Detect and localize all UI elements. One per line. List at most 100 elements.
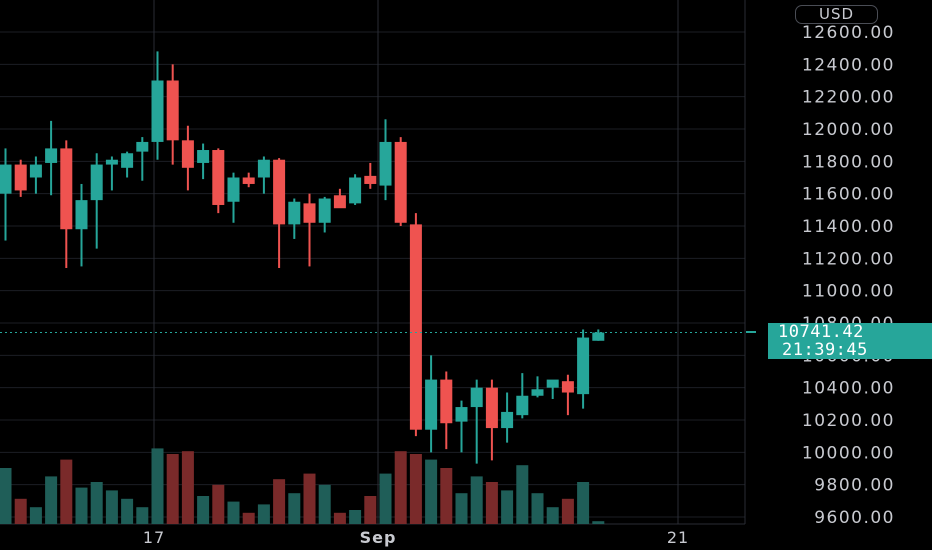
candle-body [349, 177, 362, 204]
candle-body [470, 387, 483, 408]
volume-bar [45, 476, 58, 524]
candle-body [257, 159, 270, 178]
volume-bar [90, 482, 103, 524]
last-price-marker [746, 331, 756, 333]
volume-bar [394, 451, 407, 524]
candle-body [14, 164, 27, 191]
volume-bar [592, 521, 605, 524]
price-tick-label: 9600.00 [814, 508, 895, 528]
volume-bar [364, 496, 377, 524]
volume-bar [455, 493, 468, 524]
volume-bar [0, 468, 12, 524]
volume-bar [29, 507, 42, 524]
volume-bar [303, 473, 316, 524]
volume-bar [485, 482, 498, 524]
price-tick-label: 10400.00 [802, 379, 895, 399]
price-tick-label: 11000.00 [802, 282, 895, 302]
candle-body [394, 141, 407, 223]
candle-body [485, 387, 498, 429]
candle-body [318, 198, 331, 223]
volume-bars [0, 448, 605, 524]
grid-lines [0, 0, 746, 525]
candles [0, 51, 605, 464]
volume-bar [273, 479, 286, 524]
candle-body [409, 224, 422, 430]
volume-bar [288, 493, 301, 524]
price-axis[interactable]: 12600.00 12400.00 12200.00 12000.00 11800.00… [802, 23, 895, 528]
volume-bar [318, 484, 331, 524]
bar-countdown-label: 21:39:45 [768, 341, 932, 359]
volume-bar [242, 512, 255, 524]
price-tick-label: 10200.00 [802, 411, 895, 431]
price-tick-label: 11400.00 [802, 217, 895, 237]
candle-body [364, 175, 377, 184]
candle-body [121, 153, 134, 168]
currency-selector[interactable]: USD [795, 5, 878, 24]
candle-body [75, 200, 88, 230]
candle-body [288, 201, 301, 225]
volume-bar [181, 451, 194, 524]
volume-bar [577, 482, 590, 524]
volume-bar [151, 448, 164, 524]
candle-body [60, 148, 73, 230]
time-tick-label: 17 [143, 528, 165, 547]
candle-body [379, 141, 392, 186]
candle-body [105, 159, 118, 165]
volume-bar [333, 512, 346, 524]
last-price-label: 10741.42 [768, 323, 932, 341]
price-tick-label: 9800.00 [814, 476, 895, 496]
volume-bar [227, 501, 240, 524]
volume-bar [212, 484, 225, 524]
volume-bar [531, 493, 544, 524]
candle-body [181, 140, 194, 168]
candle-body [577, 337, 590, 395]
volume-bar [425, 459, 438, 524]
candle-body [136, 141, 149, 152]
time-axis[interactable]: 17 Sep 21 [143, 528, 689, 547]
candle-body [516, 395, 529, 416]
candle-body [440, 379, 453, 424]
candle-body [45, 148, 58, 163]
volume-bar [75, 487, 88, 524]
volume-bar [121, 498, 134, 524]
volume-bar [349, 510, 362, 524]
candle-body [90, 164, 103, 201]
candle-body [227, 177, 240, 202]
price-tick-label: 12000.00 [802, 120, 895, 140]
price-tick-label: 10000.00 [802, 443, 895, 463]
volume-bar [257, 504, 270, 524]
price-tick-label: 11600.00 [802, 185, 895, 205]
candle-body [333, 195, 346, 209]
volume-bar [14, 498, 27, 524]
price-tick-label: 11800.00 [802, 152, 895, 172]
price-tick-label: 12600.00 [802, 23, 895, 43]
candle-body [425, 379, 438, 430]
time-tick-label: 21 [667, 528, 689, 547]
volume-bar [546, 507, 559, 524]
volume-bar [105, 490, 118, 524]
volume-bar [60, 459, 73, 524]
time-tick-label: Sep [360, 528, 397, 547]
candle-body [242, 177, 255, 184]
candle-body [0, 164, 12, 194]
volume-bar [501, 490, 514, 524]
price-tick-label: 11200.00 [802, 249, 895, 269]
candle-body [166, 80, 179, 141]
volume-bar [561, 498, 574, 524]
candle-body [151, 80, 164, 142]
volume-bar [136, 507, 149, 524]
candle-body [531, 389, 544, 396]
candle-body [561, 381, 574, 393]
volume-bar [440, 468, 453, 524]
candle-body [546, 379, 559, 388]
volume-bar [470, 476, 483, 524]
candle-body [29, 164, 42, 178]
volume-bar [516, 465, 529, 524]
volume-bar [409, 454, 422, 524]
price-tick-label: 12200.00 [802, 88, 895, 108]
volume-bar [166, 454, 179, 524]
candle-body [592, 332, 605, 341]
price-tick-label: 12400.00 [802, 55, 895, 75]
